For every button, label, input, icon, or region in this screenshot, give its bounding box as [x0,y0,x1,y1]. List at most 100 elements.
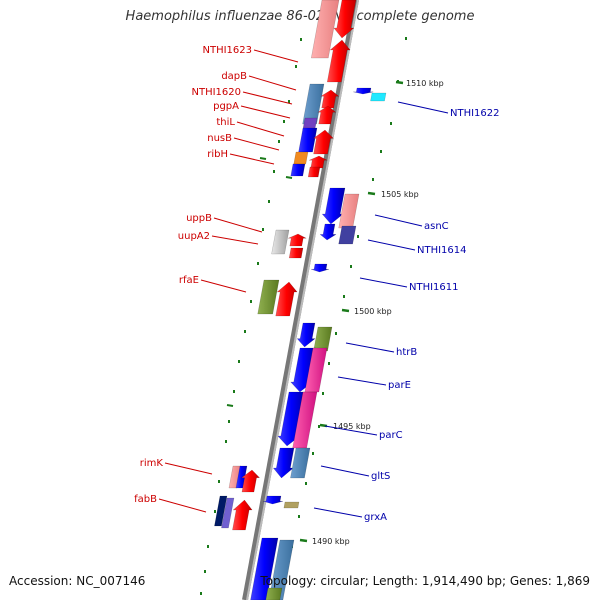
gene-label-dapb: dapB [221,71,247,82]
scale-dot [298,515,300,518]
gene-label-htrb: htrB [396,347,417,358]
gene-label-uppb: uppB [186,213,212,224]
scale-dot [238,360,240,363]
gene-block-bottom-steel [268,539,295,600]
scale-dot [257,262,259,265]
scale-minor-tick [285,176,293,179]
leader-line [164,462,213,475]
gene-block-pare [304,347,328,393]
scale-dot [225,440,227,443]
scale-label: 1490 kbp [312,537,350,546]
scale-dot [218,480,220,483]
leader-line [345,342,395,353]
gene-label-nthi1622: NTHI1622 [450,108,500,119]
scale-dot [244,330,246,333]
gene-label-nthi1620: NTHI1620 [191,87,241,98]
gene-block-nthi1620 [302,83,325,125]
scale-minor-tick [226,404,234,407]
label-leaders [158,49,449,518]
gene-label-rimk: rimK [140,458,164,469]
scale-dot [305,482,307,485]
gene-block-orange [293,151,309,165]
gene-label-nthi1623: NTHI1623 [202,45,252,56]
backbone-highlight [246,0,359,600]
leader-line [242,91,293,105]
gene-block-nthi1622-blue [353,87,374,95]
scale-dot [318,425,320,428]
scale-dot [214,510,216,513]
leader-line [359,277,408,288]
scale-label: 1495 kbp [333,422,371,431]
scale-dot [288,100,290,103]
leader-line [397,101,449,114]
gene-block-glts [290,447,311,479]
gene-block-rfae-red [275,281,298,317]
gene-block-thil [316,105,337,125]
gene-label-uupa2: uupA2 [178,231,210,242]
gene-label-pare: parE [388,380,411,391]
backbone-line [242,0,359,600]
gene-label-pgpa: pgpA [213,101,239,112]
scale-label: 1510 kbp [406,79,444,88]
leader-line [236,121,285,137]
scale-dot [207,545,209,548]
gene-label-nthi1611: NTHI1611 [409,282,459,293]
gene-label-glts: gltS [371,471,390,482]
scale-dot [228,420,230,423]
scale-dot [204,570,206,573]
leader-line [213,217,263,233]
leader-line [320,465,370,477]
scale-ticks: 1510 kbp 1505 kbp 1500 kbp 1495 kbp 1490 kbp [200,37,444,595]
gene-label-grxa: grxA [364,512,387,523]
gene-block-small-red2 [307,166,321,178]
scale-dot [278,140,280,143]
gene-block-nthi1614 [338,225,357,245]
leader-line [248,75,297,91]
scale-dot [233,390,235,393]
gene-block-uupa2 [288,233,307,247]
scale-dot [268,200,270,203]
gene-block-bottom-blue [250,537,279,600]
scale-dot [350,265,352,268]
gene-block-fabb-purple [221,497,235,529]
scale-major-tick [341,308,350,313]
leader-line [313,507,363,518]
gene-label-rfae: rfaE [179,275,199,286]
gene-block-fabb-navy [214,495,228,527]
scale-dot [335,332,337,335]
leader-line [200,279,247,293]
scale-dot [390,122,392,125]
accession-text: Accession: NC_007146 [9,574,146,588]
scale-dot [295,65,297,68]
scale-dot [283,120,285,123]
gene-block-blue-small [319,223,337,241]
gene-label-fabb: fabB [134,494,157,505]
gene-block-grxa-blue [262,495,284,505]
genome-backbone [242,0,359,600]
leader-line [229,153,275,165]
leader-line [367,239,416,251]
scale-dot [273,170,275,173]
gene-features [214,0,387,600]
scale-dot [312,452,314,455]
gene-block-ribh [312,129,335,155]
gene-block-bottom-olive [265,587,283,600]
scale-dot [262,228,264,231]
scale-major-tick [299,538,308,543]
scale-dot [322,392,324,395]
gene-block-nthi1611 [310,263,330,273]
gene-block-rimk [240,469,261,493]
scale-dot [380,150,382,153]
gene-block-grxa [283,501,300,509]
gene-labels: NTHI1623 dapB NTHI1620 pgpA thiL nusB ribH uppB… [134,45,499,523]
gene-block-fabb [232,499,253,531]
gene-block-rfae [257,279,280,315]
scale-dot [405,37,407,40]
gene-block-glts-blue [272,447,295,479]
scale-dot [357,235,359,238]
gene-block-htrb [313,326,333,352]
gene-label-nthi1614: NTHI1614 [417,245,467,256]
scale-label: 1505 kbp [381,190,419,199]
scale-minor-tick [259,157,267,160]
